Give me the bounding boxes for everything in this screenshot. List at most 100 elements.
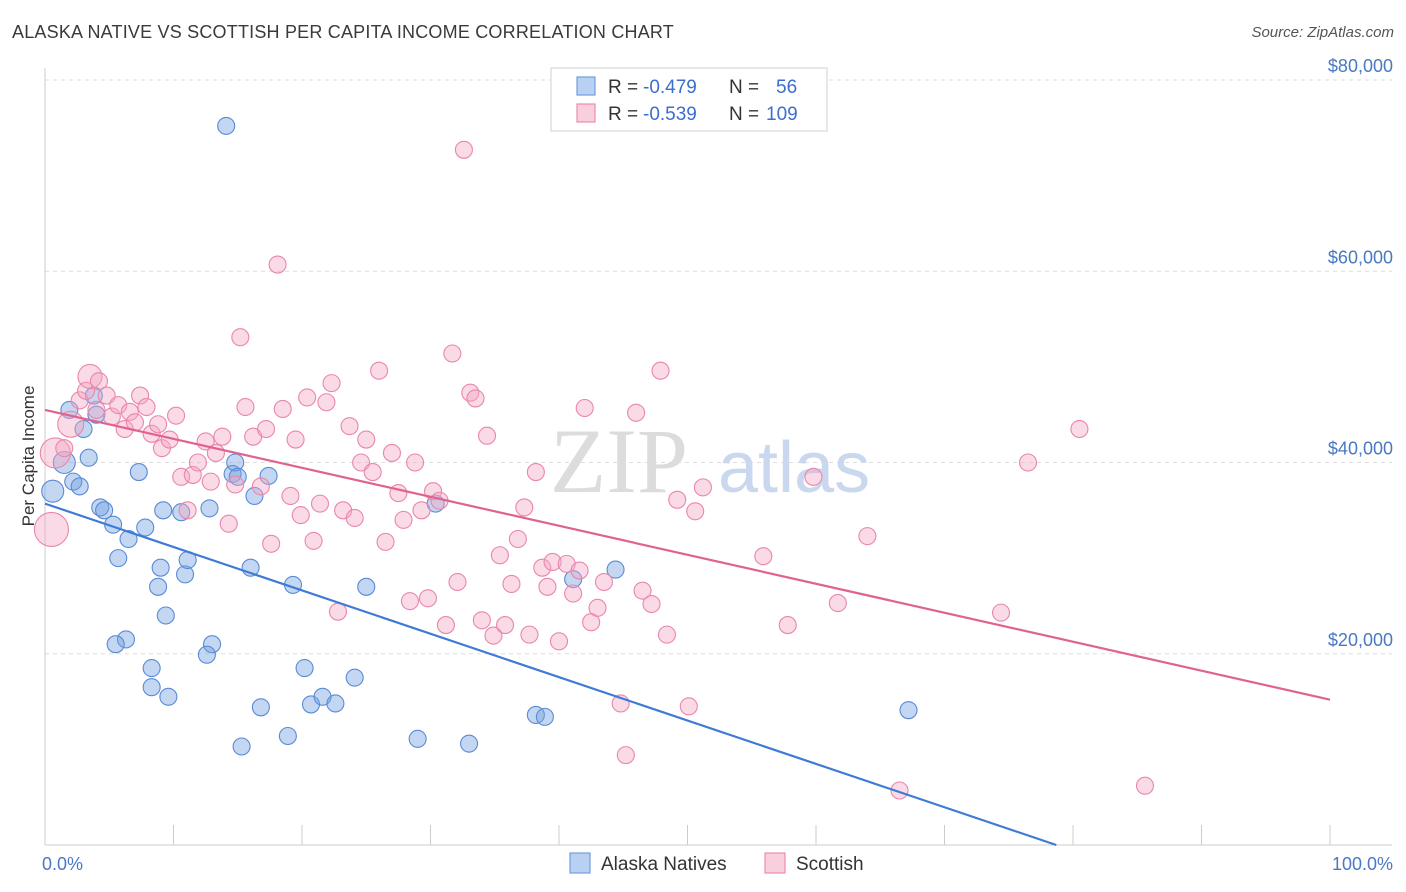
alaska-native-point bbox=[345, 668, 364, 687]
alaska-native-point bbox=[136, 518, 155, 537]
scottish-point bbox=[188, 453, 207, 472]
scottish-point bbox=[594, 572, 614, 592]
scottish-point bbox=[412, 501, 431, 520]
scottish-point bbox=[345, 508, 364, 528]
x-tick-label-start: 0.0% bbox=[42, 854, 83, 874]
alaska-native-point bbox=[459, 734, 479, 753]
scottish-point bbox=[495, 616, 515, 635]
alaska-native-point bbox=[106, 635, 125, 654]
alaska-native-point bbox=[87, 405, 106, 424]
chart-title: ALASKA NATIVE VS SCOTTISH PER CAPITA INC… bbox=[12, 22, 674, 42]
scottish-point bbox=[363, 463, 382, 482]
scottish-point bbox=[77, 363, 103, 389]
scottish-point bbox=[477, 426, 497, 445]
legend-r-label-2: R = bbox=[608, 104, 638, 125]
alaska-native-trend-line bbox=[44, 502, 1057, 847]
scottish-point bbox=[172, 467, 191, 486]
alaska-native-point bbox=[295, 659, 314, 678]
alaska-native-point bbox=[226, 453, 245, 472]
scottish-point bbox=[310, 494, 330, 513]
scottish-point bbox=[657, 625, 676, 644]
scottish-point bbox=[858, 527, 877, 546]
scottish-point bbox=[418, 589, 437, 608]
scottish-point bbox=[394, 510, 413, 529]
scottish-point bbox=[616, 746, 635, 765]
scottish-point bbox=[131, 386, 150, 405]
scottish-point bbox=[804, 467, 823, 486]
axes bbox=[44, 68, 1392, 846]
scottish-point bbox=[226, 475, 245, 494]
legend-swatch-scottish bbox=[576, 103, 596, 123]
scottish-point bbox=[570, 561, 589, 580]
scottish-point bbox=[382, 443, 402, 462]
scottish-point bbox=[538, 577, 557, 596]
scottish-point bbox=[201, 472, 220, 491]
scottish-point bbox=[328, 602, 348, 621]
scottish-point bbox=[262, 534, 281, 553]
legend-box: R = -0.479 N = 56 R = -0.539 N = 109 bbox=[550, 67, 828, 132]
scottish-point bbox=[406, 453, 425, 472]
source-label: Source: ZipAtlas.com bbox=[1251, 24, 1394, 41]
scottish-point bbox=[651, 361, 670, 380]
alaska-native-point bbox=[203, 635, 222, 654]
scottish-point bbox=[543, 552, 562, 572]
alaska-native-point bbox=[357, 577, 376, 596]
alaska-native-point bbox=[217, 116, 236, 135]
scottish-point bbox=[515, 498, 534, 517]
scottish-point bbox=[304, 531, 323, 550]
y-tick-label: $20,000 bbox=[1328, 630, 1393, 650]
scottish-point bbox=[575, 398, 594, 418]
alaska-native-point bbox=[149, 577, 168, 596]
alaska-native-point bbox=[142, 659, 161, 678]
scottish-point bbox=[298, 388, 317, 407]
legend-n-value-2: 109 bbox=[766, 104, 798, 125]
scottish-point bbox=[39, 437, 71, 469]
alaska-native-point bbox=[142, 678, 161, 697]
alaska-native-point bbox=[251, 698, 270, 717]
scottish-point bbox=[1018, 453, 1038, 472]
legend-r-label-1: R = bbox=[608, 77, 638, 98]
scottish-point bbox=[137, 397, 156, 417]
scottish-point bbox=[472, 611, 491, 630]
scottish-point bbox=[281, 486, 300, 506]
x-tick-labels: 0.0% 100.0% bbox=[42, 854, 1393, 874]
scottish-point bbox=[236, 397, 255, 417]
alaska-native-point bbox=[526, 705, 545, 725]
scottish-point bbox=[340, 417, 359, 436]
alaska-native-point bbox=[109, 549, 128, 568]
legend-swatch-alaska bbox=[576, 76, 596, 96]
scottish-point bbox=[167, 406, 186, 425]
scottish-point bbox=[890, 781, 909, 800]
alaska-native-point bbox=[156, 606, 175, 625]
alaska-native-point bbox=[159, 687, 178, 706]
alaska-native-point bbox=[408, 729, 427, 748]
scottish-point bbox=[549, 632, 569, 651]
scottish-point bbox=[461, 383, 480, 402]
bottom-legend-swatch-alaska bbox=[569, 852, 591, 874]
alaska-native-point bbox=[899, 701, 918, 720]
scottish-point bbox=[70, 391, 89, 410]
scottish-point bbox=[502, 574, 521, 593]
scottish-point bbox=[231, 328, 250, 347]
x-tick-label-end: 100.0% bbox=[1332, 854, 1393, 874]
scottish-point bbox=[109, 396, 128, 415]
alaska-native-point bbox=[154, 501, 173, 520]
scottish-point bbox=[286, 430, 305, 449]
alaska-native-point bbox=[232, 737, 251, 756]
alaska-native-point bbox=[119, 529, 138, 549]
watermark-atlas: atlas bbox=[718, 428, 870, 508]
scottish-point bbox=[693, 478, 712, 497]
scottish-point bbox=[178, 501, 197, 520]
trend-lines bbox=[44, 408, 1331, 847]
alaska-native-point bbox=[129, 463, 148, 482]
scottish-point bbox=[400, 592, 419, 611]
scottish-point bbox=[89, 372, 109, 391]
scottish-point bbox=[778, 616, 797, 635]
alaska-native-point bbox=[278, 726, 297, 746]
legend-n-label-1: N = bbox=[729, 77, 759, 98]
scottish-point bbox=[454, 140, 473, 159]
scottish-point bbox=[1135, 776, 1155, 795]
scottish-point bbox=[991, 603, 1011, 622]
scottish-point bbox=[376, 532, 395, 551]
